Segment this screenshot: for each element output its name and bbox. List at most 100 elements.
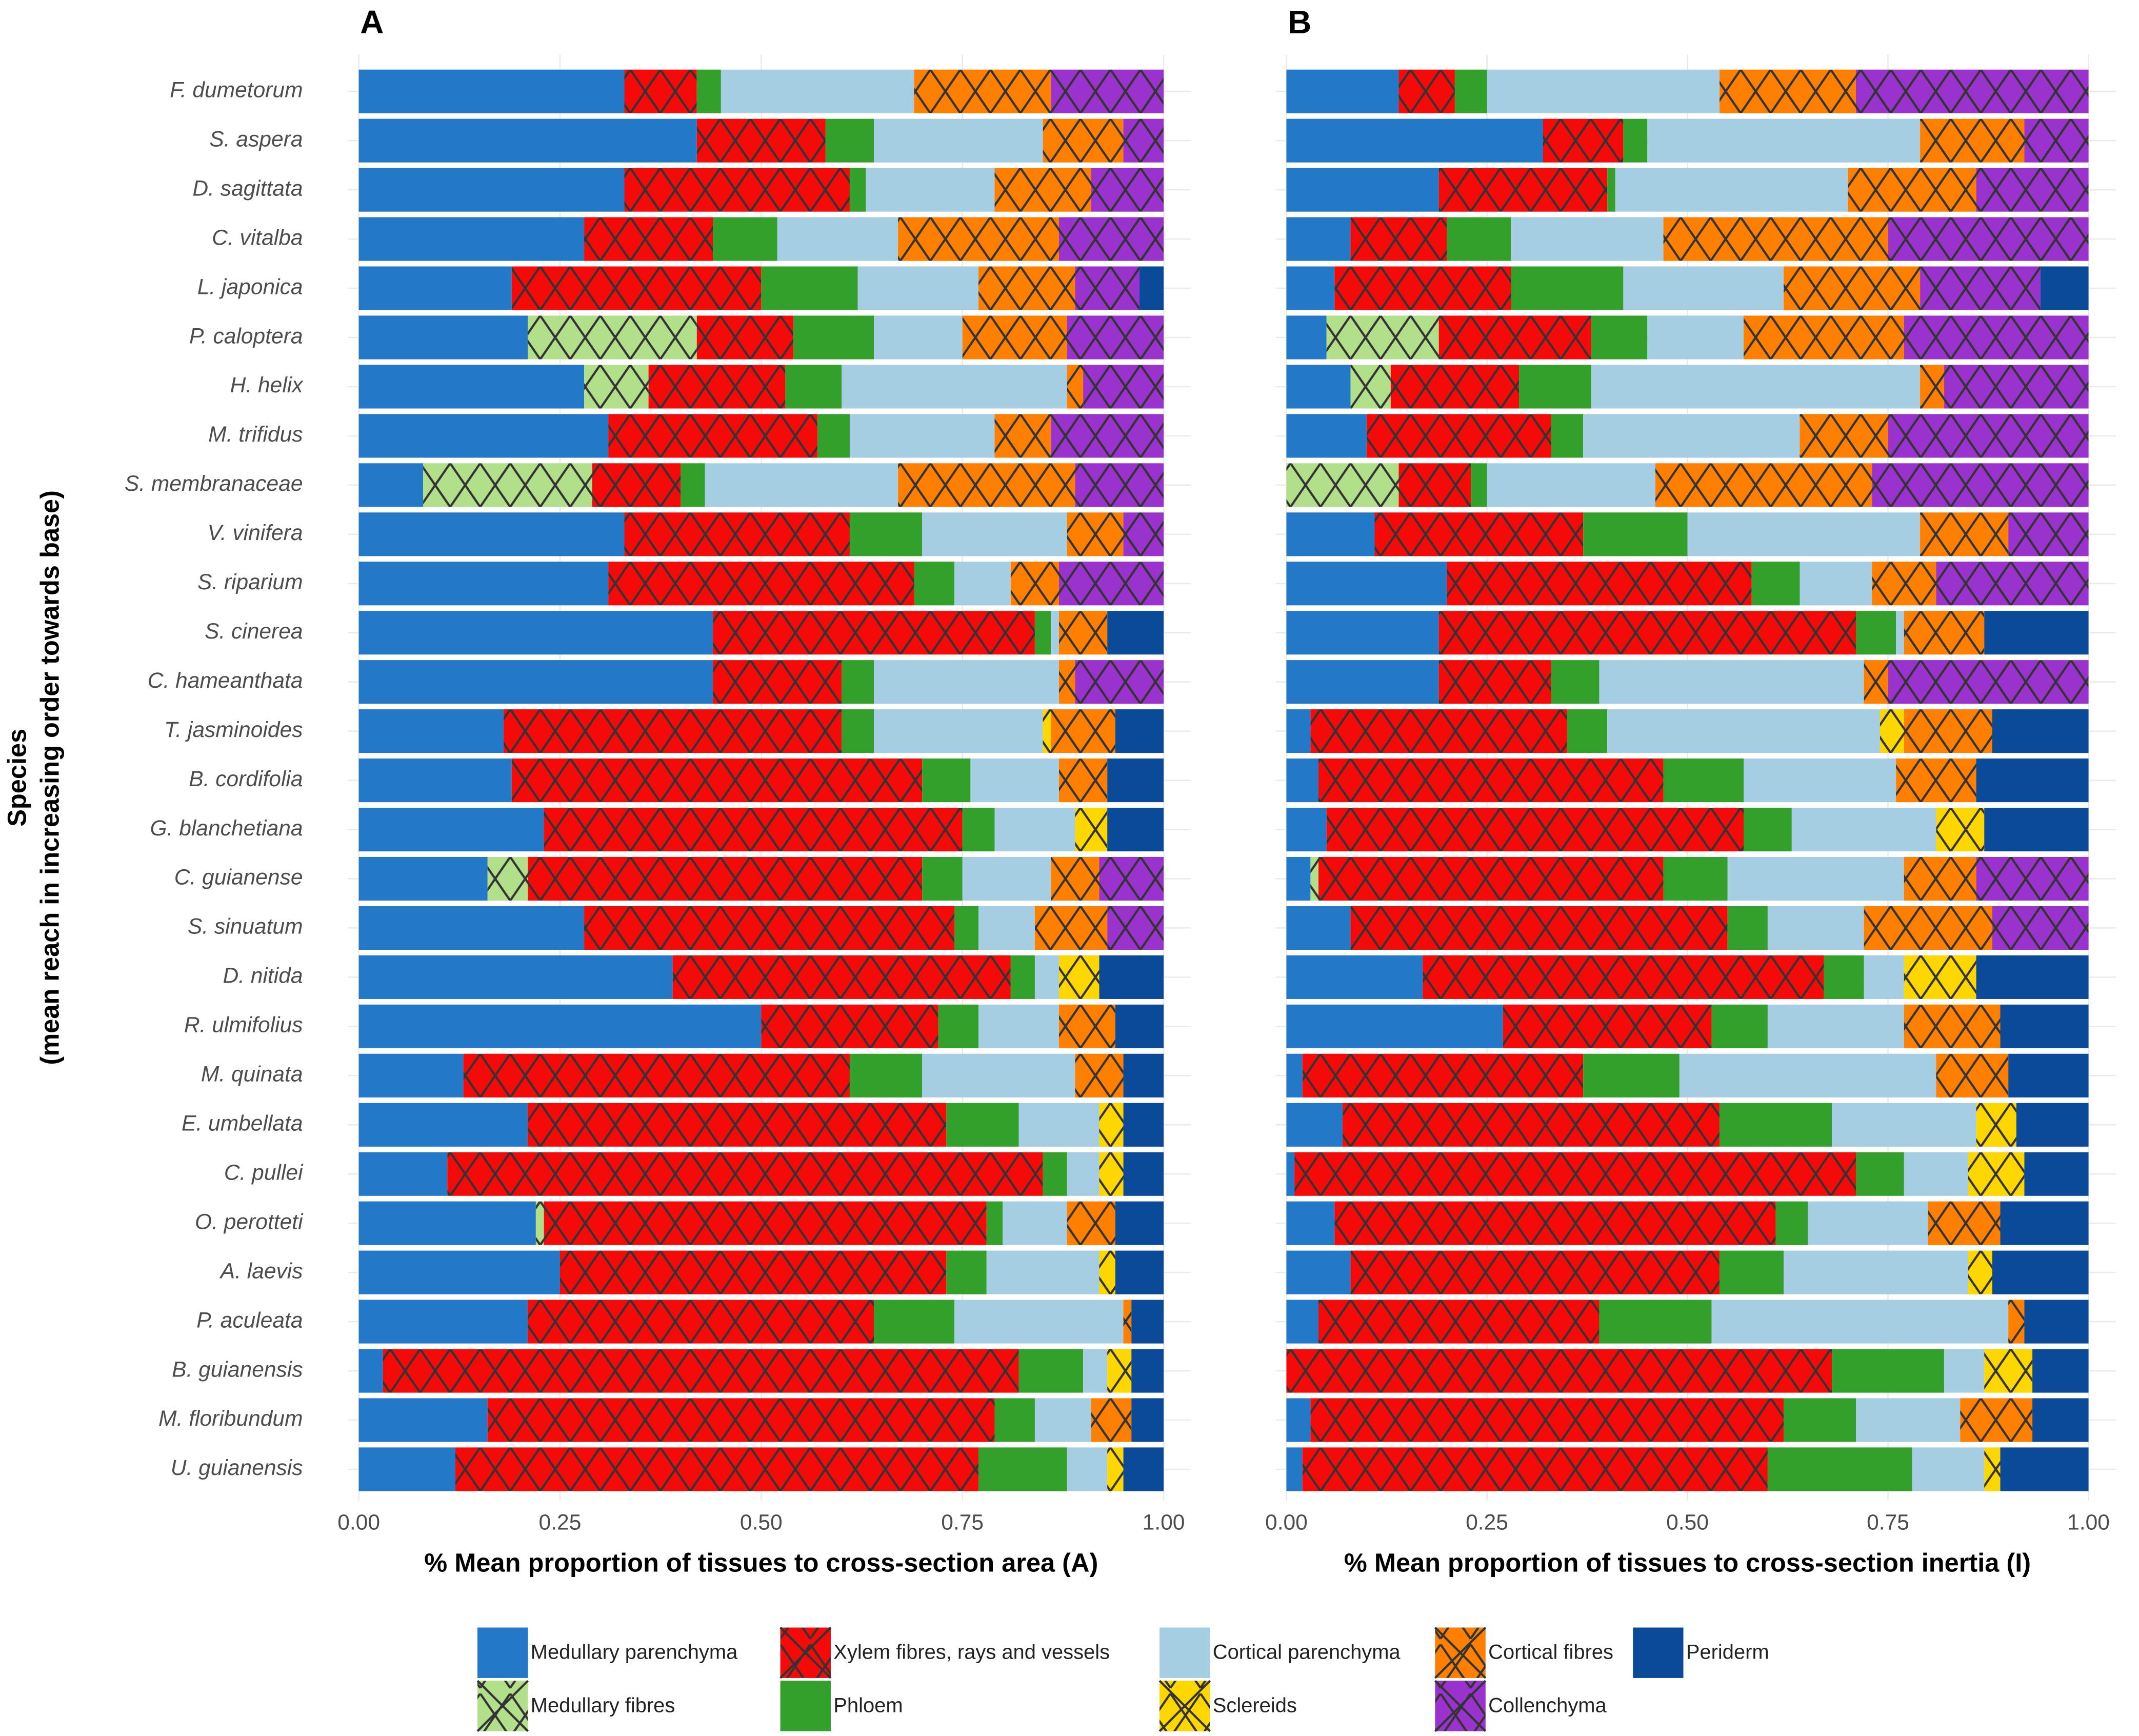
bar-segment xyxy=(1043,118,1124,163)
bar-segment xyxy=(358,1201,536,1245)
bar-segment xyxy=(358,611,713,655)
bar-segment xyxy=(1848,168,1976,212)
y-tick-label: C. vitalba xyxy=(212,225,303,250)
bar-segment xyxy=(1767,906,1864,950)
bar-segment xyxy=(1744,315,1904,360)
bar-segment xyxy=(1880,709,1904,753)
y-tick-label: U. guianensis xyxy=(171,1455,303,1480)
bar-segment xyxy=(2000,1004,2089,1048)
bar-segment xyxy=(1051,414,1164,458)
bar-segment xyxy=(358,1300,528,1344)
x-tick-label: 0.50 xyxy=(740,1510,783,1535)
x-tick-label: 0.75 xyxy=(941,1510,984,1535)
bar-segment xyxy=(2008,1053,2089,1098)
bar-segment xyxy=(358,1447,455,1491)
bar-segment xyxy=(1944,1349,1985,1393)
bar-segment xyxy=(696,315,794,360)
bar-segment xyxy=(1855,611,1896,655)
bar-segment xyxy=(1067,365,1084,409)
bar-segment xyxy=(1286,955,1423,999)
bar-segment xyxy=(1099,1103,1124,1147)
bar-segment xyxy=(358,955,673,999)
bar-segment xyxy=(1294,1152,1856,1196)
bar-segment xyxy=(1390,365,1520,409)
bar-segment xyxy=(1647,315,1744,360)
bar-segment xyxy=(1864,660,1888,704)
bar-segment xyxy=(528,1300,874,1344)
bar-segment xyxy=(1872,463,2089,507)
bar-segment xyxy=(1043,1152,1067,1196)
bar-segment xyxy=(624,168,850,212)
bar-segment xyxy=(1767,1447,1912,1491)
legend-label: Cortical fibres xyxy=(1488,1641,1613,1664)
bar-segment xyxy=(487,856,528,901)
bar-segment xyxy=(1904,709,1992,753)
bar-segment xyxy=(1107,611,1164,655)
bar-segment xyxy=(358,512,625,556)
bar-segment xyxy=(1503,1004,1712,1048)
bar-segment xyxy=(1832,1103,1976,1147)
bar-segment xyxy=(1832,1349,1945,1393)
bar-segment xyxy=(2000,1201,2089,1245)
bar-segment xyxy=(2032,1349,2089,1393)
bar-segment xyxy=(721,69,914,113)
bar-segment xyxy=(1286,266,1335,310)
bar-segment xyxy=(978,266,1075,310)
bar-segment xyxy=(842,660,874,704)
bar-segment xyxy=(358,1349,383,1393)
bar-segment xyxy=(1051,856,1100,901)
bar-segment xyxy=(1720,1103,1832,1147)
x-axis-label: % Mean proportion of tissues to cross-se… xyxy=(1344,1548,2031,1577)
bar-segment xyxy=(696,69,721,113)
bar-segment xyxy=(544,1201,987,1245)
bar-segment xyxy=(922,512,1067,556)
y-tick-label: E. umbellata xyxy=(182,1111,303,1136)
bar-segment xyxy=(1767,1004,1904,1048)
bar-segment xyxy=(1438,611,1856,655)
bar-segment xyxy=(946,1103,1019,1147)
bar-segment xyxy=(1286,1398,1311,1442)
bar-segment xyxy=(978,1004,1059,1048)
bar-segment xyxy=(1334,1201,1776,1245)
bar-segment xyxy=(1051,611,1059,655)
y-tick-label: S. riparium xyxy=(197,570,303,594)
bar-segment xyxy=(1447,217,1511,261)
bar-segment xyxy=(1099,1250,1115,1294)
bar-segment xyxy=(1751,562,1800,606)
bar-segment xyxy=(1075,463,1164,507)
bar-segment xyxy=(1936,1053,2009,1098)
bar-segment xyxy=(584,365,649,409)
bar-segment xyxy=(1896,611,1904,655)
bar-segment xyxy=(1808,1201,1928,1245)
bar-segment xyxy=(1010,955,1035,999)
bar-segment xyxy=(1928,1201,2001,1245)
bar-segment xyxy=(1487,69,1720,113)
bar-segment xyxy=(1286,1103,1343,1147)
bar-segment xyxy=(914,562,954,606)
bar-segment xyxy=(1423,955,1824,999)
bar-segment xyxy=(1976,759,2089,803)
bar-segment xyxy=(1083,1349,1108,1393)
bar-segment xyxy=(1784,1250,1968,1294)
y-tick-label: B. guianensis xyxy=(172,1357,303,1382)
bar-segment xyxy=(358,118,697,163)
y-tick-label: M. quinata xyxy=(201,1062,303,1087)
bar-segment xyxy=(559,1250,947,1294)
bar-segment xyxy=(986,1201,1003,1245)
bar-segment xyxy=(1976,955,2089,999)
bar-segment xyxy=(358,1152,448,1196)
x-tick-label: 1.00 xyxy=(2067,1510,2110,1535)
bar-segment xyxy=(849,512,923,556)
bar-segment xyxy=(383,1349,1019,1393)
legend-label: Periderm xyxy=(1686,1641,1769,1664)
bar-segment xyxy=(358,562,609,606)
bar-segment xyxy=(1855,1398,1961,1442)
bar-segment xyxy=(1286,906,1351,950)
bar-segment xyxy=(1067,512,1124,556)
bar-segment xyxy=(978,1447,1067,1491)
bar-segment xyxy=(1067,1201,1115,1245)
y-tick-label: P. caloptera xyxy=(189,324,303,348)
bar-segment xyxy=(1855,1152,1904,1196)
bar-segment xyxy=(358,217,585,261)
